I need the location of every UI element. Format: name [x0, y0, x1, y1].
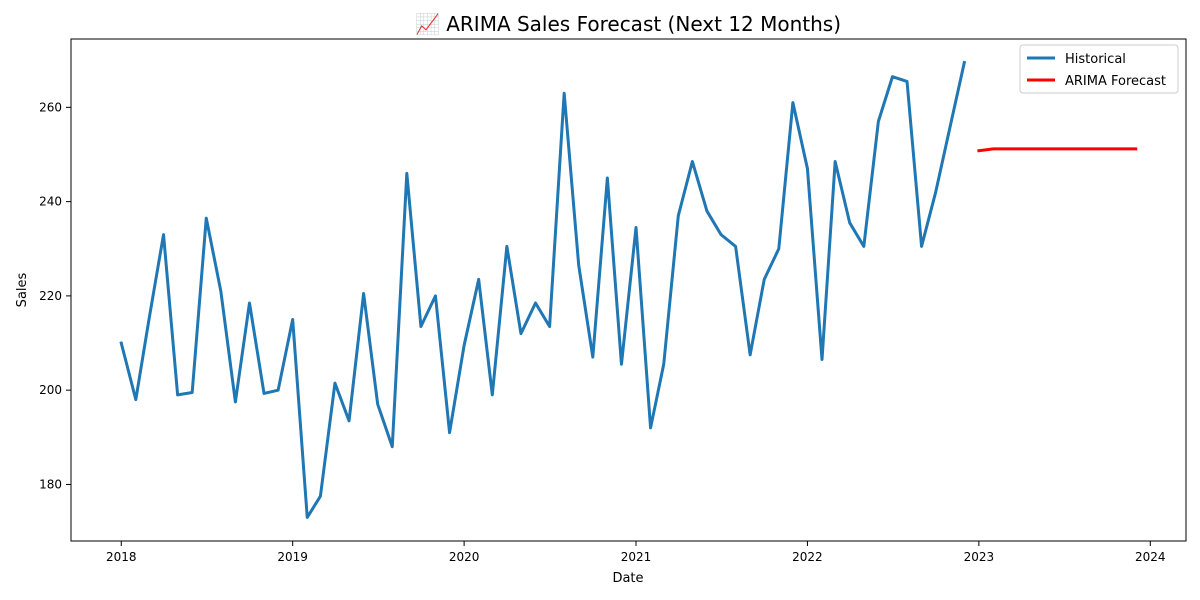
- x-tick-label: 2018: [106, 550, 137, 564]
- legend-label-arima-forecast: ARIMA Forecast: [1065, 74, 1166, 89]
- x-tick-label: 2023: [964, 550, 995, 564]
- legend: Historical ARIMA Forecast: [1019, 44, 1179, 94]
- series-line-historical: [119, 60, 967, 519]
- y-tick-label: 220: [39, 289, 62, 303]
- y-tick-label: 240: [39, 195, 62, 209]
- y-tick-label: 200: [39, 383, 62, 397]
- x-axis-label: Date: [612, 571, 643, 586]
- y-axis: 180 200 220 240 260: [39, 100, 71, 491]
- x-tick-label: 2020: [449, 550, 480, 564]
- x-axis: 2018 2019 2020 2021 2022 2023 2024: [106, 541, 1166, 564]
- y-tick-label: 260: [39, 100, 62, 114]
- y-axis-label: Sales: [15, 272, 30, 307]
- x-tick-label: 2024: [1135, 550, 1166, 564]
- series-layer: [119, 60, 1138, 519]
- plot-area-frame: [70, 38, 1187, 542]
- x-tick-label: 2022: [792, 550, 823, 564]
- x-tick-label: 2019: [277, 550, 308, 564]
- x-tick-label: 2021: [621, 550, 652, 564]
- legend-label-historical: Historical: [1065, 52, 1126, 67]
- y-tick-label: 180: [39, 477, 62, 491]
- series-line-arima-forecast: [977, 147, 1138, 153]
- chart-title: 📈 ARIMA Sales Forecast (Next 12 Months): [415, 12, 841, 36]
- legend-box: [1019, 44, 1179, 94]
